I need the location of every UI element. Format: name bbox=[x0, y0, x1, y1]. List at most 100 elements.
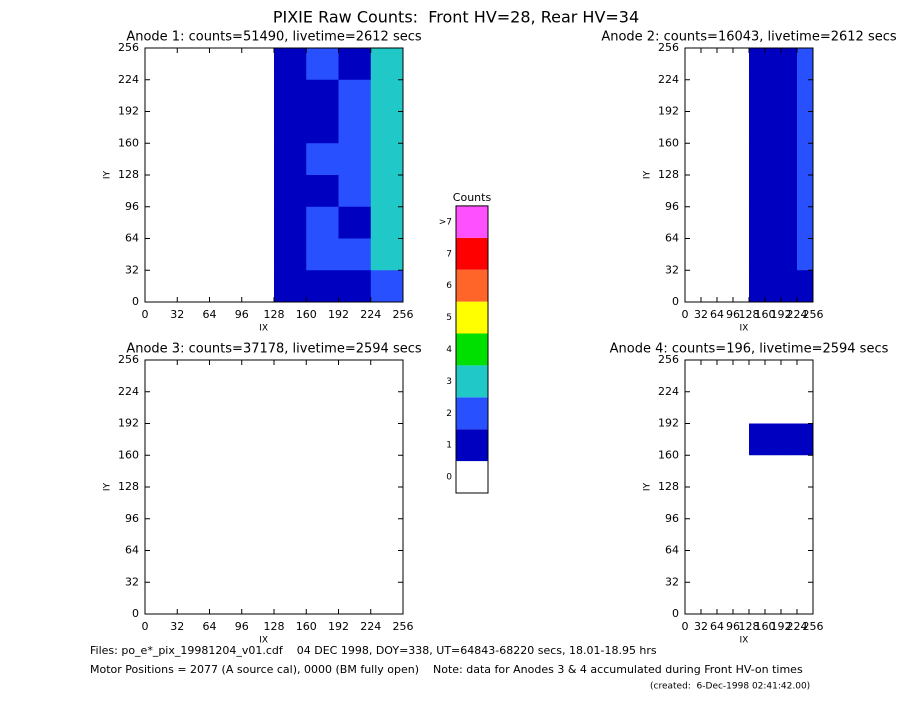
heat-cell bbox=[685, 518, 702, 551]
heat-cell bbox=[177, 206, 210, 239]
y-tick-label: 192 bbox=[658, 417, 679, 430]
heat-cell bbox=[717, 550, 734, 583]
y-tick-label: 160 bbox=[658, 448, 679, 461]
heat-cell bbox=[241, 175, 275, 208]
heat-cell bbox=[370, 111, 404, 144]
heat-cell bbox=[701, 423, 718, 456]
heat-cell bbox=[749, 391, 766, 424]
heat-cell bbox=[306, 423, 339, 456]
colorbar-swatch bbox=[456, 429, 488, 462]
panel-title: Anode 2: counts=16043, livetime=2612 sec… bbox=[601, 30, 897, 45]
heat-cell bbox=[370, 143, 404, 176]
heat-cell bbox=[765, 423, 782, 456]
x-tick-label: 160 bbox=[296, 620, 317, 633]
heat-cell bbox=[797, 111, 814, 144]
x-tick-label: 0 bbox=[142, 620, 149, 633]
x-tick-label: 160 bbox=[755, 308, 776, 321]
heat-cell bbox=[209, 48, 243, 81]
heat-cell bbox=[306, 111, 339, 144]
heat-cell bbox=[145, 423, 178, 456]
heat-cell bbox=[781, 206, 798, 239]
y-tick-label: 160 bbox=[118, 448, 139, 461]
heat-cell bbox=[241, 582, 275, 615]
heat-cell bbox=[338, 79, 372, 112]
heat-cell bbox=[765, 487, 782, 520]
heat-cell bbox=[274, 111, 307, 144]
heat-cell bbox=[241, 79, 275, 112]
y-tick-label: 64 bbox=[665, 544, 679, 557]
heat-cell bbox=[781, 111, 798, 144]
heat-cell bbox=[274, 175, 307, 208]
y-tick-label: 96 bbox=[125, 512, 139, 525]
x-tick-label: 192 bbox=[771, 308, 792, 321]
heat-cell bbox=[209, 143, 243, 176]
x-tick-label: 0 bbox=[142, 308, 149, 321]
heat-cell bbox=[733, 79, 750, 112]
y-tick-label: 0 bbox=[132, 295, 139, 308]
x-tick-label: 32 bbox=[170, 308, 184, 321]
heat-cell bbox=[338, 111, 372, 144]
heat-cell bbox=[274, 550, 307, 583]
x-tick-label: 256 bbox=[803, 620, 824, 633]
y-tick-label: 128 bbox=[658, 168, 679, 181]
heat-cell bbox=[781, 238, 798, 271]
footer-created: (created: 6-Dec-1998 02:41:42.00) bbox=[650, 682, 810, 692]
x-tick-label: 64 bbox=[203, 308, 217, 321]
heat-cell bbox=[370, 518, 404, 551]
heat-cell bbox=[274, 582, 307, 615]
heat-cell bbox=[145, 48, 178, 81]
heat-cell bbox=[797, 143, 814, 176]
y-tick-label: 192 bbox=[658, 105, 679, 118]
heat-cell bbox=[685, 423, 702, 456]
heat-cell bbox=[733, 518, 750, 551]
heat-cell bbox=[209, 238, 243, 271]
y-tick-label: 256 bbox=[658, 353, 679, 366]
heat-cell bbox=[209, 206, 243, 239]
y-tick-label: 224 bbox=[118, 73, 139, 86]
heat-cell bbox=[338, 175, 372, 208]
heat-cell bbox=[209, 423, 243, 456]
heat-cell bbox=[145, 175, 178, 208]
heat-cell bbox=[781, 582, 798, 615]
heat-cell bbox=[717, 175, 734, 208]
y-tick-label: 32 bbox=[665, 263, 679, 276]
heat-cell bbox=[733, 423, 750, 456]
heat-cell bbox=[209, 360, 243, 393]
heat-cell bbox=[274, 238, 307, 271]
heat-cell bbox=[797, 550, 814, 583]
heat-cell bbox=[145, 518, 178, 551]
heat-cell bbox=[797, 582, 814, 615]
heat-cell bbox=[338, 238, 372, 271]
y-tick-label: 192 bbox=[118, 417, 139, 430]
heat-cell bbox=[209, 550, 243, 583]
heat-cell bbox=[797, 518, 814, 551]
heat-cell bbox=[701, 143, 718, 176]
heat-cell bbox=[749, 550, 766, 583]
heat-cell bbox=[177, 582, 210, 615]
heat-cell bbox=[717, 360, 734, 393]
heat-cell bbox=[717, 582, 734, 615]
heat-cell bbox=[338, 270, 372, 303]
heat-cell bbox=[274, 270, 307, 303]
heat-cell bbox=[209, 518, 243, 551]
y-tick-label: 64 bbox=[125, 544, 139, 557]
heat-cell bbox=[797, 360, 814, 393]
heat-cell bbox=[145, 391, 178, 424]
heat-cell bbox=[733, 111, 750, 144]
heat-cell bbox=[685, 455, 702, 488]
heat-cell bbox=[306, 270, 339, 303]
x-tick-label: 96 bbox=[726, 308, 740, 321]
heat-cell bbox=[797, 487, 814, 520]
heat-cell bbox=[370, 582, 404, 615]
x-tick-label: 32 bbox=[170, 620, 184, 633]
heat-cell bbox=[717, 423, 734, 456]
x-tick-label: 160 bbox=[296, 308, 317, 321]
heat-cell bbox=[765, 270, 782, 303]
heat-cell bbox=[781, 175, 798, 208]
x-tick-label: 64 bbox=[203, 620, 217, 633]
heat-cell bbox=[717, 270, 734, 303]
heat-cell bbox=[274, 143, 307, 176]
heat-cell bbox=[797, 391, 814, 424]
heat-cell bbox=[701, 582, 718, 615]
heat-cell bbox=[749, 423, 766, 456]
